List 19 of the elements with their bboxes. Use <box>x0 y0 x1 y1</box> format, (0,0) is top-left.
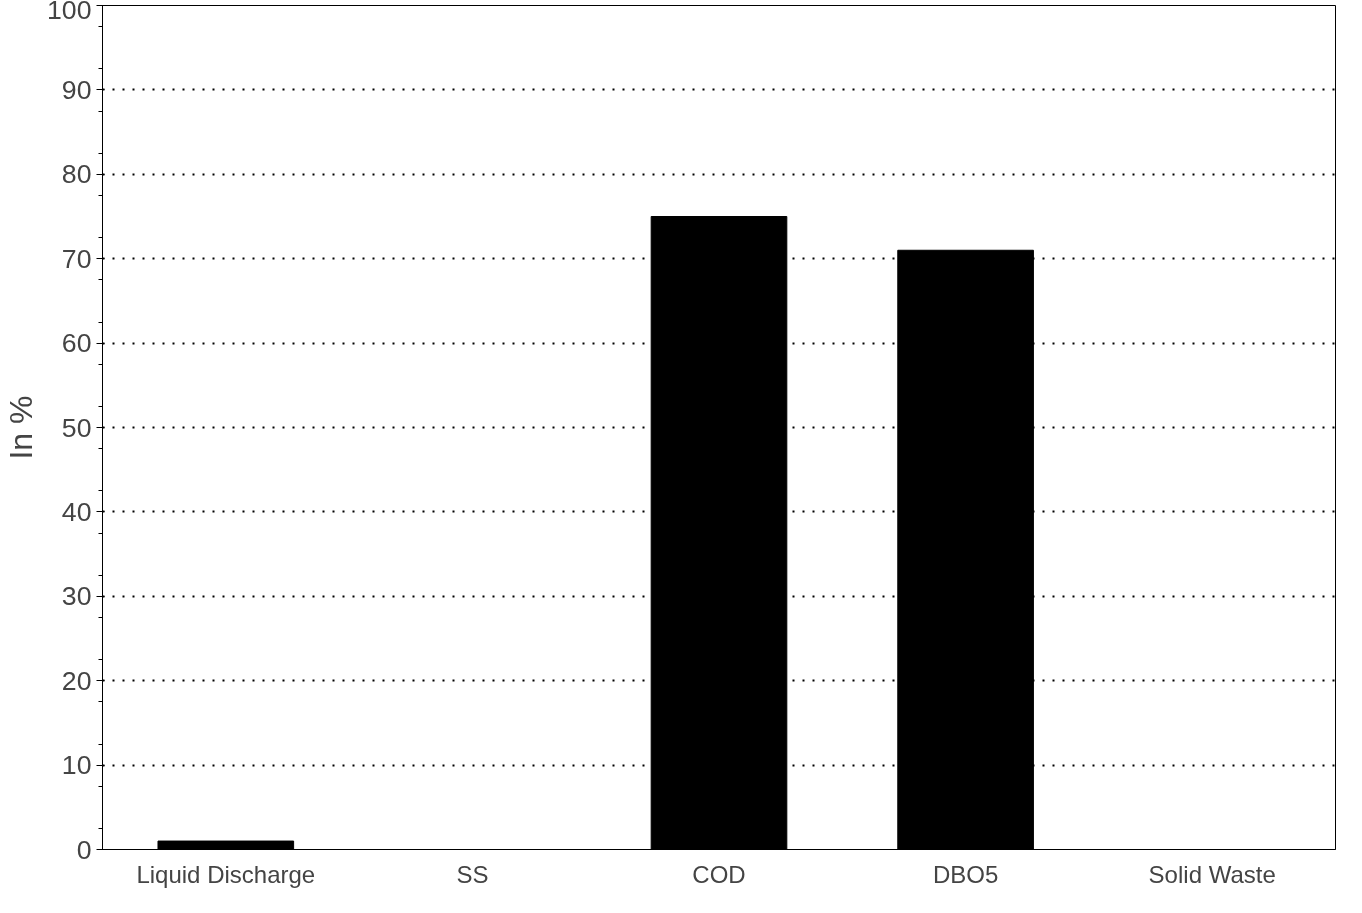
x-tick-label: Solid Waste <box>1148 860 1276 888</box>
y-tick-label: 60 <box>61 328 92 359</box>
y-tick-label: 0 <box>76 834 92 865</box>
x-tick-label: SS <box>456 860 489 888</box>
y-tick-label: 80 <box>61 159 92 190</box>
y-tick-label: 90 <box>61 74 92 105</box>
y-tick-label: 50 <box>61 412 92 443</box>
x-tick-label: COD <box>692 860 746 888</box>
x-tick-label: DBO5 <box>932 860 999 888</box>
bar <box>157 840 295 850</box>
y-axis-title: In % <box>3 395 40 460</box>
y-tick-label: 40 <box>61 496 92 527</box>
y-tick-label: 10 <box>61 750 92 781</box>
y-tick-label: 70 <box>61 243 92 274</box>
x-tick-label: Liquid Discharge <box>136 860 316 888</box>
bar <box>650 216 788 850</box>
y-tick-label: 30 <box>61 581 92 612</box>
y-tick-label: 100 <box>47 0 92 25</box>
y-tick-label: 20 <box>61 665 92 696</box>
